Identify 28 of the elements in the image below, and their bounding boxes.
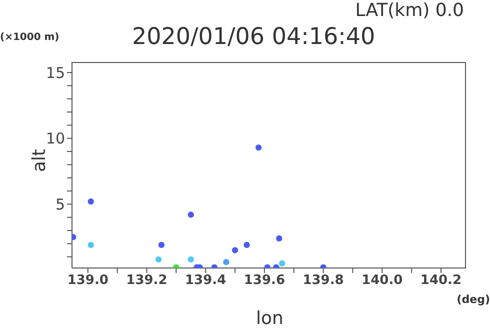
x-tick-label: 139.4 (185, 273, 226, 288)
x-tick-label: 139.2 (126, 273, 168, 288)
chart-subtitle: LAT(km) 0.0 (355, 0, 464, 21)
point (155, 256, 162, 263)
x-tick-label: 139.6 (244, 273, 285, 288)
point (244, 242, 250, 248)
text: (×1000 m) (0, 32, 60, 43)
point (88, 242, 94, 248)
text: (deg) (456, 293, 490, 306)
x-tick-label: 139.0 (67, 273, 108, 288)
point (276, 235, 282, 242)
x-axis-title: lon (256, 308, 284, 329)
point (188, 256, 194, 263)
chart-title: 2020/01/06 04:16:40 (132, 24, 376, 50)
x-tick-label: 140.0 (362, 273, 403, 288)
point (188, 212, 194, 218)
point (232, 247, 238, 254)
point (158, 242, 165, 248)
x-tick-label: 140.2 (420, 273, 462, 288)
x-tick-label: 139.8 (302, 273, 344, 288)
point (88, 198, 94, 205)
point (279, 260, 286, 266)
y-tick-label: 5 (55, 195, 65, 214)
y-tick-label: 10 (46, 130, 65, 148)
point (223, 258, 230, 266)
point (255, 144, 262, 151)
y-axis-title: alt (29, 148, 50, 172)
y-tick-label: 15 (46, 64, 65, 82)
